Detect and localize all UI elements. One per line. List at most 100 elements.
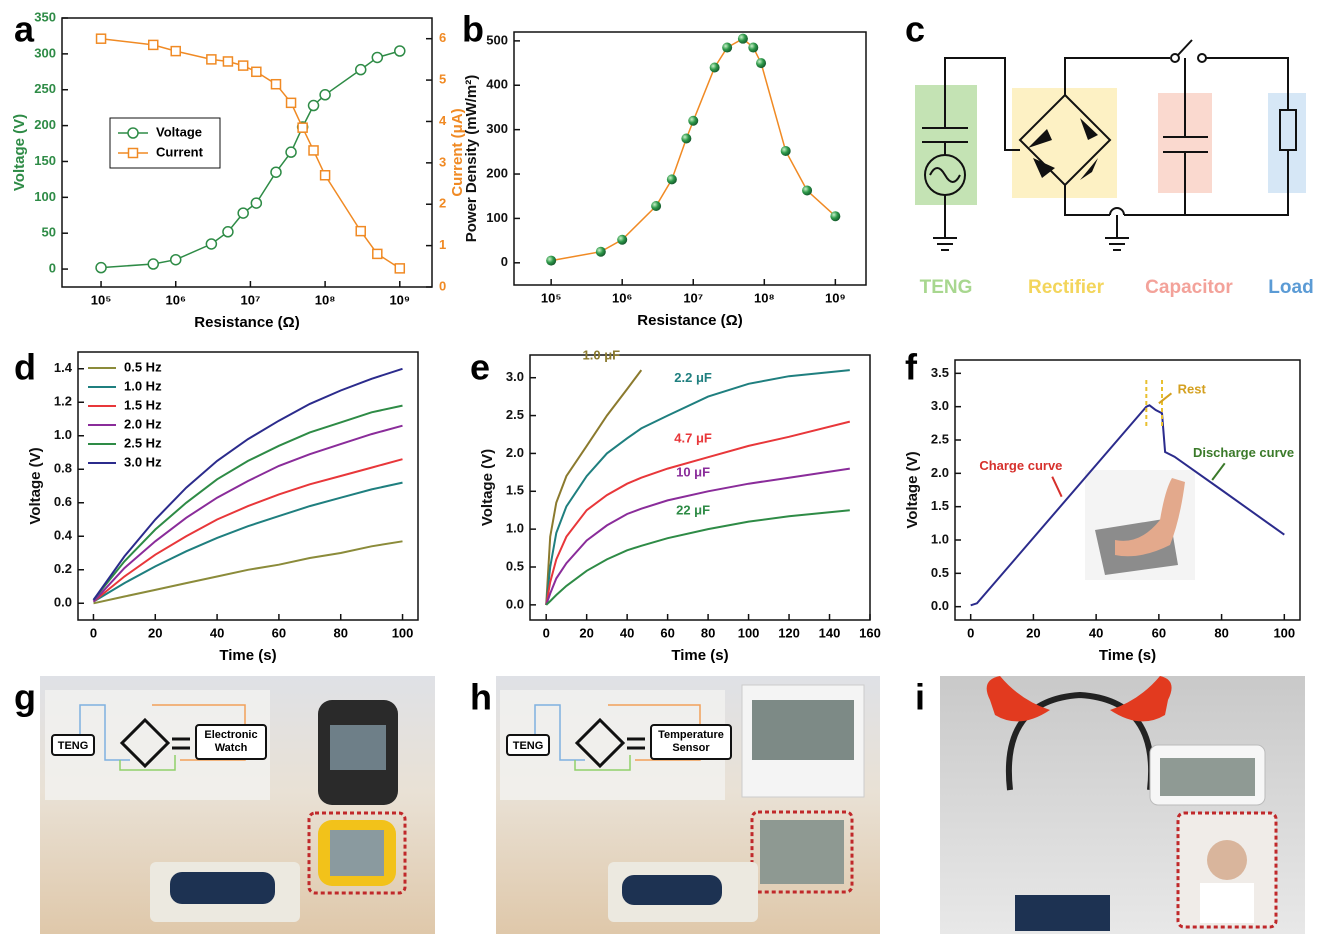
x-tick-label: 10⁵ (541, 290, 562, 305)
data-point (127, 127, 139, 139)
data-point (722, 42, 733, 53)
chart-panel-e: 0 20 40 60 80 100 120 140 160 0.0 0.5 1.0 1.5 2.0 2.5 3… (479, 348, 881, 664)
y-tick-label: 0.2 (54, 561, 72, 576)
diagram-label: TENG (920, 277, 973, 298)
inset (750, 810, 854, 894)
y-tick-label: 400 (486, 77, 508, 92)
x-tick-label: 10⁷ (241, 292, 261, 307)
data-point (251, 66, 262, 78)
y-tick-label: 200 (34, 117, 56, 132)
y-tick-label: 0.8 (54, 461, 72, 476)
data-point (270, 78, 282, 90)
data-point (737, 33, 748, 44)
data-point (651, 200, 662, 211)
photo-h: TENG Temperature Sensor (496, 676, 880, 934)
y2-tick-label: 4 (439, 113, 447, 128)
x-tick-label: 80 (333, 625, 347, 640)
annotation: Discharge curve (1193, 445, 1294, 460)
data-point (147, 258, 160, 270)
series-line (970, 404, 1285, 607)
x-tick-label: 10⁷ (683, 290, 703, 305)
data-point (319, 170, 331, 181)
data-point (756, 58, 767, 69)
label-wrap: Electronic Watch (204, 729, 257, 754)
panel-letter: g (14, 677, 36, 718)
data-point (688, 115, 699, 126)
panel-letter: f (905, 347, 918, 388)
series-line (92, 458, 403, 603)
x-tick-label: 20 (579, 625, 593, 640)
photo-label: Temperature Sensor (658, 729, 724, 754)
y-tick-label: 100 (486, 210, 508, 225)
data-point (169, 253, 182, 266)
series-label: 4.7 μF (674, 431, 712, 446)
data-point (285, 97, 297, 109)
chart-panel-a: 10⁵ 10⁶ 10⁷ 10⁸ 10⁹ 0 50 100 150 200 250 300 350 0 1 2 3… (11, 9, 466, 331)
y-tick-label: 1.2 (54, 394, 72, 409)
y-axis-label: Voltage (V) (479, 449, 496, 526)
y-tick-label: 2.5 (931, 431, 949, 446)
series-line (92, 404, 403, 601)
data-point (748, 42, 759, 53)
series-line (92, 367, 403, 601)
x-axis-label: Resistance (Ω) (194, 314, 299, 331)
data-point (95, 33, 107, 44)
arrow (1211, 462, 1226, 481)
legend-label: 1.0 Hz (124, 378, 162, 393)
y-tick-label: 50 (42, 225, 56, 240)
y-tick-label: 3.0 (931, 398, 949, 413)
y-tick-label: 3.5 (931, 365, 949, 380)
inset (307, 811, 407, 895)
data-point (394, 263, 406, 274)
label-wrap: Temperature Sensor (658, 729, 724, 754)
headband (1005, 691, 1155, 791)
y2-tick-label: 2 (439, 196, 446, 211)
y-tick-label: 0.6 (54, 494, 72, 509)
diagram-label: Capacitor (1145, 277, 1233, 298)
y-tick-label: 1.0 (506, 521, 524, 536)
diagram-label: Rectifier (1028, 277, 1105, 298)
chart-panel-f: 0 20 40 60 80 100 0.0 0.5 1.0 1.5 2.0 2.5 3.0 3.5 Time… (904, 359, 1301, 664)
data-point (830, 211, 841, 222)
x-tick-label: 20 (1026, 625, 1040, 640)
annotation: Rest (1178, 381, 1207, 396)
x-tick-label: 0 (90, 625, 97, 640)
photo-label: TENG (58, 740, 89, 752)
y2-tick-label: 1 (439, 237, 446, 252)
legend-label: Voltage (156, 124, 202, 139)
legend-label: 1.5 Hz (124, 397, 162, 412)
data-point (250, 197, 263, 209)
x-axis-label: Resistance (Ω) (637, 312, 742, 329)
y-axis-label: Voltage (V) (27, 447, 44, 524)
panel-letter: e (470, 347, 490, 388)
y2-tick-label: 6 (439, 30, 446, 45)
y2-tick-label: 0 (439, 278, 446, 293)
y2-axis-label: Current (μA) (449, 108, 466, 196)
data-point (95, 261, 107, 274)
x-tick-label: 40 (210, 625, 224, 640)
y-tick-label: 1.5 (506, 483, 524, 498)
data-point (270, 166, 282, 178)
rectifier-block (1012, 88, 1117, 198)
y-tick-label: 1.5 (931, 498, 949, 513)
series-label: 2.2 μF (674, 370, 712, 385)
series-line (545, 369, 850, 606)
series-line (545, 420, 851, 606)
data-point (205, 238, 218, 250)
y-tick-label: 350 (34, 9, 56, 24)
y-tick-label: 300 (34, 45, 56, 60)
series-label: 1.0 μF (583, 348, 621, 363)
x-tick-label: 10⁹ (389, 292, 410, 307)
data-point (681, 133, 692, 144)
inset-photo (1085, 470, 1195, 580)
data-point (222, 226, 234, 238)
x-tick-label: 140 (819, 625, 841, 640)
y-tick-label: 2.0 (931, 465, 949, 480)
data-point (595, 246, 606, 257)
data-point (237, 207, 249, 219)
x-tick-label: 0 (543, 625, 550, 640)
diodes (1028, 118, 1098, 180)
diagram-label: Load (1268, 277, 1313, 298)
legend-label: Current (156, 144, 204, 159)
